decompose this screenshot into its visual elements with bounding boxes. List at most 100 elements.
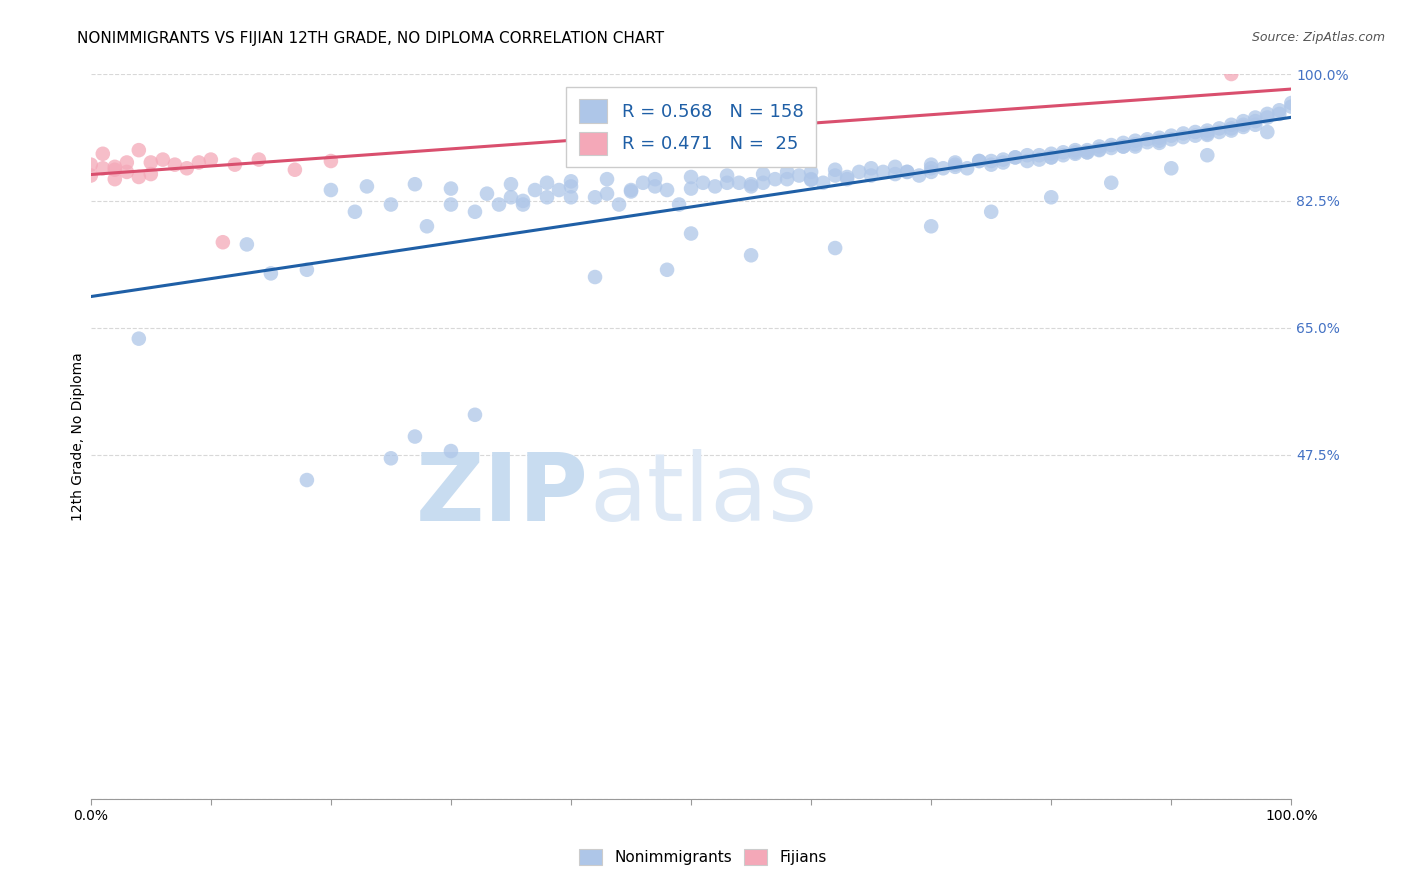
Point — [380, 451, 402, 466]
Point — [1136, 135, 1159, 149]
Point — [943, 160, 966, 174]
Point — [884, 167, 907, 181]
Point — [128, 169, 150, 184]
Point — [416, 219, 439, 234]
Point — [488, 197, 510, 211]
Point — [440, 197, 463, 211]
Point — [1208, 125, 1230, 139]
Point — [1123, 134, 1146, 148]
Point — [1149, 136, 1171, 150]
Point — [440, 444, 463, 458]
Point — [1076, 145, 1098, 160]
Point — [104, 172, 127, 186]
Point — [1017, 148, 1039, 162]
Point — [80, 158, 103, 172]
Point — [139, 155, 162, 169]
Point — [681, 169, 703, 184]
Point — [644, 179, 666, 194]
Point — [512, 194, 534, 208]
Point — [380, 197, 402, 211]
Point — [152, 153, 174, 167]
Point — [1220, 121, 1243, 136]
Point — [583, 270, 606, 285]
Point — [115, 155, 138, 169]
Legend: Nonimmigrants, Fijians: Nonimmigrants, Fijians — [574, 843, 832, 871]
Point — [872, 165, 894, 179]
Point — [920, 165, 942, 179]
Text: atlas: atlas — [589, 449, 817, 541]
Point — [1220, 123, 1243, 137]
Point — [1256, 111, 1278, 125]
Point — [837, 169, 859, 184]
Point — [596, 186, 619, 201]
Point — [752, 176, 775, 190]
Point — [824, 162, 846, 177]
Point — [776, 172, 799, 186]
Point — [763, 172, 786, 186]
Point — [1208, 121, 1230, 136]
Point — [1173, 130, 1195, 145]
Point — [704, 179, 727, 194]
Point — [943, 158, 966, 172]
Point — [464, 204, 486, 219]
Point — [800, 173, 823, 187]
Point — [499, 190, 522, 204]
Point — [787, 169, 810, 183]
Point — [104, 160, 127, 174]
Point — [1064, 145, 1087, 160]
Point — [1244, 111, 1267, 125]
Point — [187, 155, 209, 169]
Point — [800, 165, 823, 179]
Y-axis label: 12th Grade, No Diploma: 12th Grade, No Diploma — [72, 352, 86, 521]
Point — [404, 429, 426, 443]
Point — [1173, 127, 1195, 141]
Point — [1088, 139, 1111, 153]
Point — [1028, 148, 1050, 162]
Point — [980, 204, 1002, 219]
Point — [1123, 139, 1146, 153]
Point — [1028, 153, 1050, 167]
Point — [824, 169, 846, 183]
Point — [1232, 114, 1254, 128]
Point — [716, 176, 738, 190]
Point — [260, 267, 283, 281]
Point — [681, 181, 703, 195]
Point — [620, 185, 643, 199]
Point — [752, 167, 775, 181]
Point — [404, 178, 426, 192]
Point — [920, 158, 942, 172]
Point — [1064, 146, 1087, 161]
Point — [1149, 131, 1171, 145]
Point — [932, 161, 955, 176]
Point — [560, 174, 582, 188]
Point — [560, 190, 582, 204]
Point — [139, 167, 162, 181]
Point — [548, 183, 571, 197]
Text: Source: ZipAtlas.com: Source: ZipAtlas.com — [1251, 31, 1385, 45]
Point — [524, 183, 547, 197]
Point — [943, 155, 966, 169]
Point — [236, 237, 259, 252]
Point — [716, 143, 738, 157]
Point — [319, 183, 342, 197]
Point — [1149, 134, 1171, 148]
Point — [1197, 148, 1219, 162]
Point — [536, 190, 558, 204]
Point — [956, 161, 979, 176]
Point — [583, 190, 606, 204]
Point — [1004, 150, 1026, 164]
Point — [716, 169, 738, 183]
Point — [1197, 127, 1219, 141]
Point — [464, 408, 486, 422]
Point — [631, 176, 654, 190]
Point — [655, 262, 678, 277]
Point — [115, 165, 138, 179]
Point — [1040, 150, 1063, 164]
Point — [1279, 100, 1302, 114]
Point — [1268, 107, 1291, 121]
Point — [1244, 114, 1267, 128]
Point — [668, 197, 690, 211]
Text: ZIP: ZIP — [416, 449, 589, 541]
Point — [91, 146, 114, 161]
Point — [776, 165, 799, 179]
